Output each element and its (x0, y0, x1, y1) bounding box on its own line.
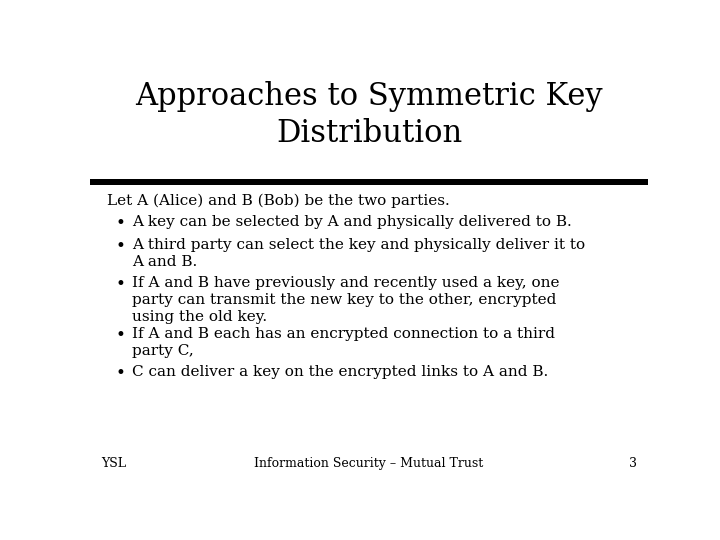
Text: YSL: YSL (101, 457, 126, 470)
Text: If A and B have previously and recently used a key, one
party can transmit the n: If A and B have previously and recently … (132, 275, 559, 324)
Text: Approaches to Symmetric Key
Distribution: Approaches to Symmetric Key Distribution (135, 82, 603, 150)
Text: •: • (116, 238, 125, 255)
Text: 3: 3 (629, 457, 637, 470)
Text: •: • (116, 365, 125, 382)
Text: •: • (116, 327, 125, 344)
Text: A key can be selected by A and physically delivered to B.: A key can be selected by A and physicall… (132, 215, 572, 230)
Text: •: • (116, 275, 125, 293)
Text: •: • (116, 215, 125, 232)
FancyBboxPatch shape (90, 179, 648, 185)
Text: If A and B each has an encrypted connection to a third
party C,: If A and B each has an encrypted connect… (132, 327, 555, 358)
Text: Information Security – Mutual Trust: Information Security – Mutual Trust (254, 457, 484, 470)
Text: C can deliver a key on the encrypted links to A and B.: C can deliver a key on the encrypted lin… (132, 365, 548, 379)
Text: A third party can select the key and physically deliver it to
A and B.: A third party can select the key and phy… (132, 238, 585, 269)
Text: Let A (Alice) and B (Bob) be the two parties.: Let A (Alice) and B (Bob) be the two par… (107, 194, 449, 208)
